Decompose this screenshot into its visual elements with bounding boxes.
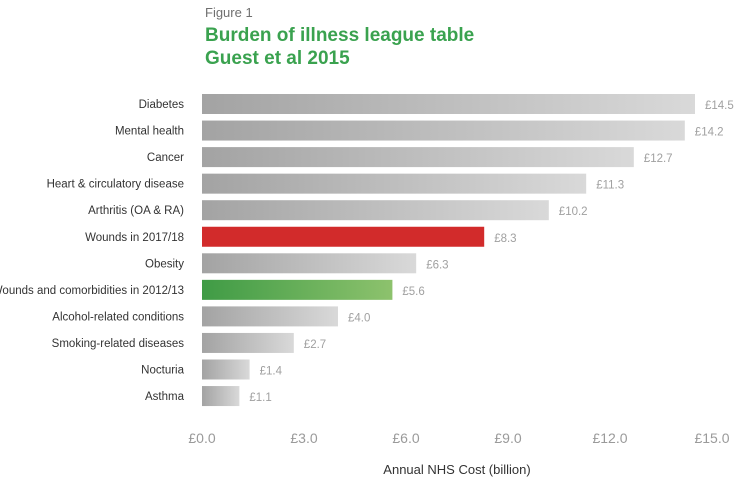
chart-title-line-1: Burden of illness league table bbox=[205, 25, 475, 46]
value-label: £11.3 bbox=[596, 180, 624, 192]
value-labels: £14.5 £14.2 £12.7 £11.3 £10.2 £8.3 £6.3 £5.6 £4.… bbox=[249, 100, 733, 404]
value-label: £14.5 bbox=[705, 100, 734, 112]
value-label: £14.2 bbox=[695, 127, 724, 139]
category-label: Obesity bbox=[145, 258, 184, 270]
bars-layer bbox=[202, 94, 695, 407]
bar bbox=[202, 386, 240, 407]
value-label: £4.0 bbox=[348, 312, 370, 324]
x-tick-label: £3.0 bbox=[290, 430, 317, 446]
x-tick-label: £12.0 bbox=[592, 430, 627, 446]
bar bbox=[202, 94, 695, 114]
chart-title-line-2: Guest et al 2015 bbox=[205, 48, 350, 69]
category-label: Arthritis (OA & RA) bbox=[88, 205, 184, 217]
bar bbox=[202, 306, 338, 327]
category-label: Wounds and comorbidities in 2012/13 bbox=[0, 285, 184, 297]
category-labels: Diabetes Mental health Cancer Heart & circu… bbox=[0, 99, 185, 403]
category-label: Heart & circulatory disease bbox=[47, 179, 184, 191]
x-axis-label: Annual NHS Cost (billion) bbox=[383, 462, 530, 477]
category-label: Diabetes bbox=[139, 99, 185, 111]
category-label: Smoking-related diseases bbox=[52, 338, 185, 350]
value-label: £12.7 bbox=[644, 153, 673, 165]
bar bbox=[202, 200, 549, 221]
x-tick-label: £15.0 bbox=[694, 430, 729, 446]
category-label: Asthma bbox=[145, 391, 185, 403]
category-label: Cancer bbox=[147, 152, 184, 164]
category-label: Mental health bbox=[115, 126, 184, 138]
value-label: £8.3 bbox=[494, 233, 516, 245]
chart-title: Burden of illness league table Guest et … bbox=[205, 24, 474, 70]
bar bbox=[202, 332, 294, 353]
bar bbox=[202, 147, 634, 168]
category-label: Alcohol-related conditions bbox=[52, 311, 184, 323]
bar bbox=[202, 359, 250, 380]
category-label: Nocturia bbox=[141, 365, 184, 377]
x-axis-ticks: £0.0 £3.0 £6.0 £9.0 £12.0 £15.0 bbox=[188, 430, 729, 446]
category-label: Wounds in 2017/18 bbox=[85, 232, 184, 244]
bar bbox=[202, 253, 417, 274]
value-label: £6.3 bbox=[426, 259, 448, 271]
bar bbox=[202, 279, 393, 300]
x-tick-label: £6.0 bbox=[392, 430, 419, 446]
bar bbox=[202, 120, 685, 141]
x-tick-label: £0.0 bbox=[188, 430, 215, 446]
bar bbox=[202, 173, 587, 194]
value-label: £2.7 bbox=[304, 339, 326, 351]
x-tick-label: £9.0 bbox=[494, 430, 521, 446]
value-label: £5.6 bbox=[402, 286, 424, 298]
value-label: £10.2 bbox=[559, 206, 588, 218]
value-label: £1.4 bbox=[260, 366, 283, 378]
value-label: £1.1 bbox=[249, 392, 271, 404]
figure-label: Figure 1 bbox=[205, 5, 253, 20]
bar bbox=[202, 226, 485, 247]
